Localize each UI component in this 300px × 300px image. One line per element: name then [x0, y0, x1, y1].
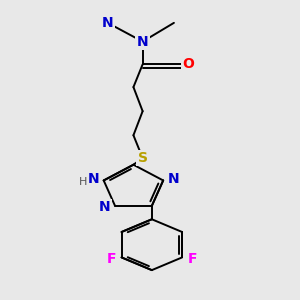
Text: F: F	[106, 252, 116, 266]
Text: O: O	[182, 57, 194, 71]
Text: N: N	[99, 200, 111, 214]
Text: N: N	[102, 16, 113, 30]
Text: S: S	[138, 151, 148, 165]
Text: N: N	[88, 172, 99, 186]
Text: N: N	[168, 172, 179, 186]
Text: H: H	[79, 177, 88, 187]
Text: N: N	[137, 34, 148, 49]
Text: F: F	[188, 252, 197, 266]
